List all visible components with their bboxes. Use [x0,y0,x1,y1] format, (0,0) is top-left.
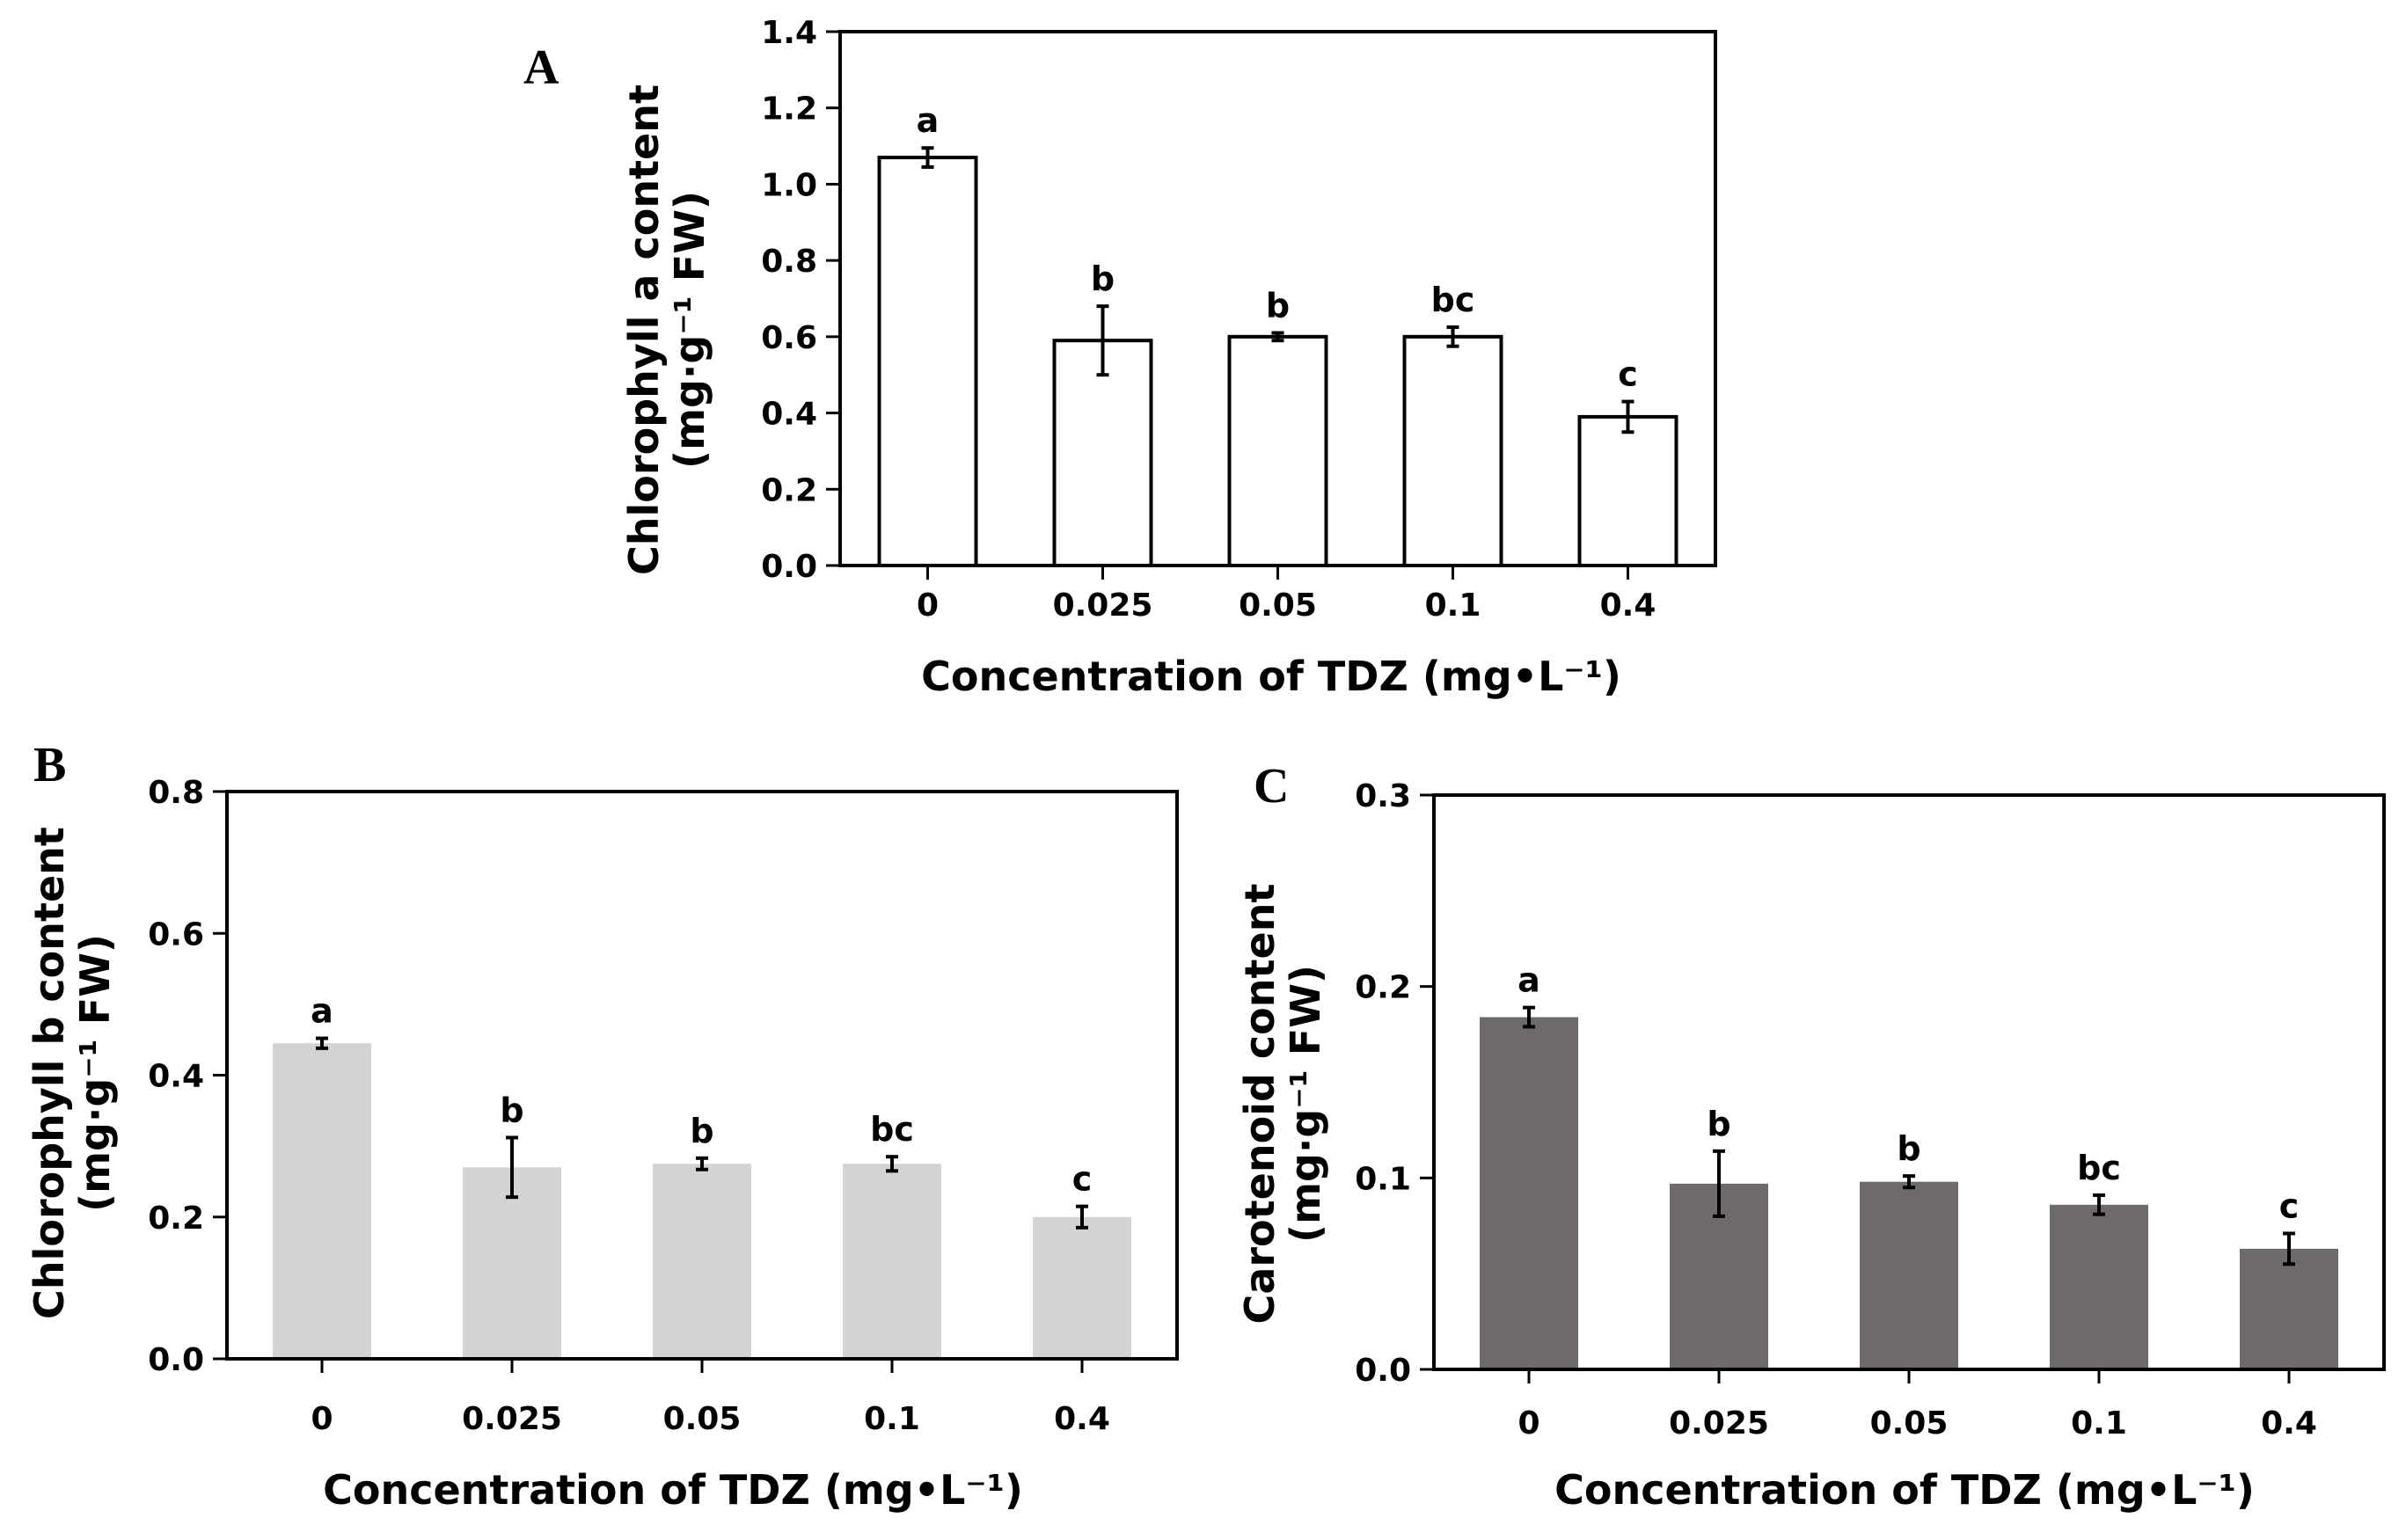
panel-b-xlabel: Concentration of TDZ (mg•L⁻¹) [323,1466,1023,1514]
panel-c-error-bar [1713,1149,1725,1218]
panel-c-bar [2050,1204,2148,1369]
panel-c-ytick-label: 0.2 [1355,970,1411,1006]
panel-b-ytick-label: 0.4 [148,1059,204,1095]
panel-a-error-bar [1096,304,1109,377]
panel-c-label: C [1254,759,1289,814]
panel-a-ytick-label: 0.8 [761,244,817,280]
panel-a-error-bar [921,146,934,169]
panel-a-bar [1227,334,1328,567]
panel-a-label: A [523,40,559,95]
panel-a-xtick-label: 0 [917,588,939,624]
panel-a-ylabel-line2: (mg·g⁻¹ FW) [666,191,713,469]
panel-c-xtick-label: 0.05 [1870,1405,1949,1441]
panel-c-ylabel-line2: (mg·g⁻¹ FW) [1282,965,1329,1243]
panel-a-bar [1052,339,1153,568]
panel-b-significance-label: bc [870,1110,914,1149]
panel-c-significance-label: b [1897,1129,1920,1168]
panel-a-significance-label: b [1091,259,1115,298]
panel-a-bar [1402,334,1503,567]
panel-c-ylabel-line1: Carotenoid content [1236,884,1283,1325]
panel-a-significance-label: bc [1431,281,1475,319]
panel-c-ytick-label: 0.0 [1355,1353,1411,1389]
panel-a-plot: 0.0 0.2 0.4 0.6 0.8 1.0 1.2 1.4 a 0 b 0.025 b 0.05 bc 0… [761,15,1717,624]
panel-a-ytick-label: 1.0 [761,167,817,203]
panel-a-significance-label: a [917,101,940,140]
panel-b-significance-label: a [311,992,333,1031]
panel-b-significance-label: c [1072,1160,1093,1199]
panel-a-xlabel: Concentration of TDZ (mg•L⁻¹) [921,653,1621,700]
panel-b-ytick-label: 0.0 [148,1342,204,1378]
panel-c-bar [2240,1248,2338,1369]
panel-b-error-bar [886,1155,898,1173]
panel-a: A Chlorophyll a content (mg·g⁻¹ FW) Conc… [523,15,1717,700]
panel-a-ytick-label: 0.0 [761,549,817,585]
panel-b-axes-frame [225,790,1179,1361]
panel-b-error-bar [1076,1204,1088,1230]
panel-a-xtick-label: 0.025 [1053,588,1153,624]
panel-a-xtick-label: 0.1 [1425,588,1481,624]
panel-b-xtick-label: 0.025 [462,1401,562,1437]
panel-c-significance-label: b [1707,1105,1730,1143]
panel-c-xtick-label: 0.1 [2071,1405,2127,1441]
panel-b-bar [653,1164,751,1359]
panel-c-ytick-label: 0.3 [1355,778,1411,814]
panel-c-significance-label: bc [2077,1149,2121,1187]
panel-c-significance-label: c [2279,1186,2300,1225]
panel-c-error-bar [2283,1231,2295,1266]
panel-a-bar [877,156,978,567]
panel-b-xtick-label: 0.1 [864,1401,920,1437]
panel-b-xtick-label: 0 [311,1401,333,1437]
panel-c-xtick-label: 0 [1517,1405,1539,1441]
panel-b-bar [463,1167,561,1359]
panel-a-ytick-label: 0.4 [761,397,817,433]
panel-c-error-bar [2093,1193,2105,1216]
panel-b-xtick-label: 0.4 [1054,1401,1110,1437]
panel-b-ylabel-line1: Chlorophyll b content [26,827,73,1319]
panel-a-significance-label: b [1266,287,1290,325]
panel-c-bar [1860,1181,1958,1369]
panel-a-axes-frame [838,30,1717,567]
panel-a-bar [1577,414,1678,567]
panel-a-error-bar [1621,399,1634,434]
panel-a-xtick-label: 0.05 [1239,588,1317,624]
panel-a-ytick-label: 1.4 [761,15,817,51]
panel-c: C Carotenoid content (mg·g⁻¹ FW) Concent… [1236,759,2386,1514]
panel-b-label: B [33,738,66,792]
panel-b-ytick-label: 0.8 [148,775,204,811]
panel-b-error-bar [316,1036,328,1050]
panel-a-ytick-label: 0.6 [761,320,817,356]
panel-b-plot: 0.0 0.2 0.4 0.6 0.8 a 0 b 0.025 b 0.05 bc 0.1 c 0.4 [148,775,1179,1437]
panel-b-bar [843,1164,941,1359]
panel-c-xtick-label: 0.025 [1669,1405,1769,1441]
panel-a-error-bar [1271,331,1284,343]
panel-a-error-bar [1446,325,1459,348]
panel-c-axes-frame [1432,793,2386,1371]
panel-c-ytick-label: 0.1 [1355,1161,1411,1197]
panel-c-error-bar [1903,1174,1915,1190]
panel-a-xtick-label: 0.4 [1600,588,1656,624]
panel-b-error-bar [696,1156,708,1171]
panel-b-ytick-label: 0.2 [148,1201,204,1237]
panel-a-ylabel-line1: Chlorophyll a content [620,84,668,575]
panel-c-xtick-label: 0.4 [2261,1405,2317,1441]
panel-a-ytick-label: 0.2 [761,472,817,508]
panel-b-significance-label: b [500,1091,523,1129]
panel-c-bar [1480,1017,1578,1369]
panel-c-error-bar [1523,1005,1535,1029]
panel-a-significance-label: c [1618,355,1638,394]
panel-b-significance-label: b [690,1112,713,1150]
panel-b-bar [273,1043,371,1359]
panel-a-ytick-label: 1.2 [761,91,817,128]
panel-c-plot: 0.0 0.1 0.2 0.3 a 0 b 0.025 b 0.05 bc 0.1 c 0.4 [1355,778,2386,1441]
panel-b-error-bar [506,1135,518,1200]
panel-b-ytick-label: 0.6 [148,916,204,952]
panel-b-bar [1033,1216,1131,1359]
panel-b: B Chlorophyll b content (mg·g⁻¹ FW) Conc… [26,738,1179,1514]
panel-c-xlabel: Concentration of TDZ (mg•L⁻¹) [1554,1466,2255,1514]
panel-c-significance-label: a [1517,961,1540,1000]
panel-b-ylabel-line2: (mg·g⁻¹ FW) [71,934,119,1212]
panel-b-xtick-label: 0.05 [663,1401,742,1437]
